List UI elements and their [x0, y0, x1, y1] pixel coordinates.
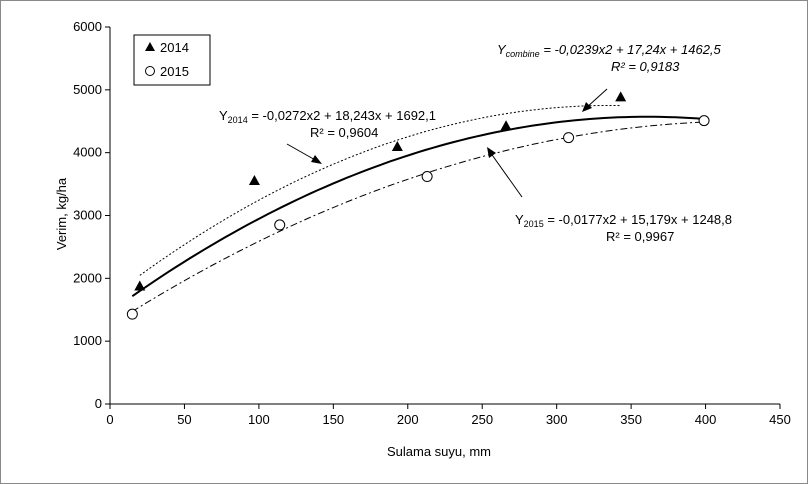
legend-label-2015: 2015 — [160, 64, 189, 79]
point-2014 — [500, 120, 512, 131]
eq-2014-rest: = -0,0272x2 + 18,243x + 1692,1 — [248, 108, 436, 123]
eq-2014-r2: R² = 0,9604 — [310, 125, 378, 140]
eq-2015-rest: = -0,0177x2 + 15,179x + 1248,8 — [544, 212, 732, 227]
point-2014 — [248, 174, 260, 185]
y-tick-label: 1000 — [73, 333, 102, 348]
point-2015 — [698, 115, 710, 127]
x-tick-label: 150 — [322, 412, 344, 427]
x-tick-label: 0 — [106, 412, 113, 427]
arrow-combine-head — [582, 102, 592, 112]
trendline-2015 — [132, 121, 705, 312]
y-ticks: 0 1000 2000 3000 4000 5000 6000 — [73, 19, 110, 411]
x-tick-label: 50 — [177, 412, 191, 427]
y-tick-label: 4000 — [73, 145, 102, 160]
point-2015 — [274, 219, 286, 231]
point-2014 — [134, 280, 146, 291]
point-2014 — [615, 91, 627, 102]
svg-text:Y2014 = -0,0272x2 + 18,243x +: Y2014 = -0,0272x2 + 18,243x + 1692,1 — [219, 108, 436, 125]
point-2014 — [391, 141, 403, 152]
eq-combine-sub: combine — [506, 49, 540, 59]
svg-text:Y2015 = -0,0177x2 + 15,179x +: Y2015 = -0,0177x2 + 15,179x + 1248,8 — [515, 212, 732, 229]
x-tick-label: 100 — [248, 412, 270, 427]
y-tick-label: 5000 — [73, 82, 102, 97]
arrow-2014-head — [311, 155, 322, 164]
y-tick-label: 6000 — [73, 19, 102, 34]
point-2015 — [126, 308, 138, 320]
x-ticks: 0 50 100 150 200 250 300 350 400 450 — [106, 404, 791, 427]
legend-marker-2015 — [145, 66, 155, 76]
eq-combine-prefix: Y — [497, 42, 507, 57]
y-tick-label: 0 — [95, 396, 102, 411]
x-tick-label: 200 — [397, 412, 419, 427]
equation-2015: Y2015 = -0,0177x2 + 15,179x + 1248,8 R² … — [515, 212, 732, 244]
eq-2014-prefix: Y — [219, 108, 228, 123]
arrow-2015-line — [489, 151, 523, 198]
legend-marker-2014 — [145, 42, 155, 51]
equation-combine: Ycombine = -0,0239x2 + 17,24x + 1462,5 R… — [497, 42, 722, 74]
equation-2014: Y2014 = -0,0272x2 + 18,243x + 1692,1 R² … — [219, 108, 436, 140]
x-tick-label: 250 — [471, 412, 493, 427]
eq-2015-prefix: Y — [515, 212, 524, 227]
axes: 0 50 100 150 200 250 300 350 400 450 0 1000 2000 300… — [73, 19, 791, 427]
trendline-2014 — [139, 105, 621, 276]
y-tick-label: 3000 — [73, 208, 102, 223]
eq-combine-r2: R² = 0,9183 — [611, 59, 680, 74]
y-tick-label: 2000 — [73, 270, 102, 285]
arrow-combine-line — [585, 88, 608, 109]
x-tick-label: 350 — [620, 412, 642, 427]
point-2015 — [563, 132, 575, 144]
x-tick-label: 300 — [546, 412, 568, 427]
eq-combine-rest: = -0,0239x2 + 17,24x + 1462,5 — [540, 42, 722, 57]
point-2015 — [421, 171, 433, 183]
legend-box — [133, 34, 211, 86]
x-axis-label: Sulama suyu, mm — [387, 444, 491, 459]
x-tick-label: 400 — [695, 412, 717, 427]
annotation-arrows — [286, 88, 608, 198]
eq-2015-r2: R² = 0,9967 — [606, 229, 674, 244]
trendline-combine — [131, 115, 705, 298]
x-tick-label: 450 — [769, 412, 791, 427]
trendlines — [131, 105, 705, 312]
legend-label-2014: 2014 — [160, 40, 189, 55]
svg-text:Ycombine = -0,0239x2 + 17,24x: Ycombine = -0,0239x2 + 17,24x + 1462,5 — [497, 42, 722, 59]
arrow-2015-head — [487, 147, 496, 158]
eq-2014-sub: 2014 — [228, 115, 248, 125]
eq-2015-sub: 2015 — [524, 219, 544, 229]
legend: 2014 2015 — [133, 34, 211, 86]
arrow-2014-line — [286, 143, 318, 162]
data-points — [126, 91, 710, 320]
y-axis-label: Verim, kg/ha — [54, 177, 69, 250]
